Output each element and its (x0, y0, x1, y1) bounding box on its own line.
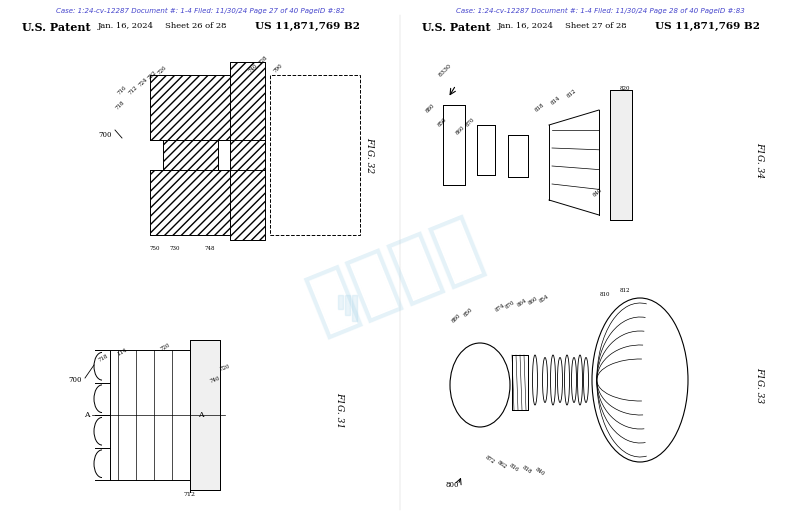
Ellipse shape (533, 355, 538, 405)
Text: 726: 726 (157, 64, 167, 75)
Bar (443, 105, 465, 185)
Bar (345, 295, 350, 315)
Text: 712: 712 (127, 85, 138, 96)
Text: 麦家支持: 麦家支持 (298, 207, 492, 343)
Ellipse shape (578, 355, 582, 405)
Text: 728: 728 (258, 55, 269, 66)
Ellipse shape (565, 355, 570, 405)
Text: 730: 730 (170, 245, 180, 251)
Text: 740: 740 (210, 376, 221, 384)
Bar (508, 135, 528, 177)
Bar (150, 75, 230, 140)
Bar (230, 62, 265, 240)
Text: Case: 1:24-cv-12287 Document #: 1-4 Filed: 11/30/24 Page 28 of 40 PageID #:83: Case: 1:24-cv-12287 Document #: 1-4 File… (456, 8, 744, 14)
Text: 860: 860 (454, 124, 466, 136)
Text: 810: 810 (600, 292, 610, 297)
Text: 880: 880 (450, 313, 462, 323)
Text: 818: 818 (522, 465, 533, 475)
Text: 718: 718 (114, 99, 126, 110)
Ellipse shape (583, 358, 589, 402)
Bar (150, 170, 230, 235)
Text: 870: 870 (504, 300, 516, 310)
Text: 720: 720 (159, 342, 170, 352)
Bar (610, 90, 632, 220)
Text: 870: 870 (465, 116, 475, 127)
Text: 880: 880 (425, 102, 435, 113)
Text: 812: 812 (620, 288, 630, 292)
Text: 840: 840 (592, 187, 604, 197)
Ellipse shape (558, 358, 562, 402)
Bar (512, 355, 528, 410)
Bar (338, 295, 343, 309)
Bar (477, 125, 495, 175)
Text: 748: 748 (205, 245, 215, 251)
Text: 820: 820 (620, 85, 630, 90)
Text: 790: 790 (273, 62, 283, 73)
Text: 872: 872 (484, 455, 496, 465)
Text: Sheet 27 of 28: Sheet 27 of 28 (565, 22, 626, 30)
Text: 862: 862 (496, 460, 508, 470)
Text: F1G. 33: F1G. 33 (755, 367, 765, 403)
Text: 722: 722 (146, 70, 158, 81)
Bar (150, 170, 230, 235)
Bar (230, 62, 265, 240)
Text: 864: 864 (516, 298, 528, 308)
Ellipse shape (571, 358, 577, 402)
Bar (163, 140, 218, 170)
Bar (190, 340, 220, 490)
Text: 850: 850 (462, 306, 474, 318)
Text: 854: 854 (538, 294, 550, 304)
Bar (190, 340, 220, 490)
Text: 724: 724 (138, 76, 149, 87)
Bar (508, 135, 528, 177)
Text: 874: 874 (494, 303, 506, 313)
Text: Sheet 26 of 28: Sheet 26 of 28 (165, 22, 226, 30)
Text: 700: 700 (98, 131, 112, 139)
Text: 840: 840 (534, 467, 546, 477)
Text: 114: 114 (116, 347, 128, 357)
Text: 716: 716 (117, 85, 127, 96)
Text: 812: 812 (566, 88, 578, 98)
Bar (477, 125, 495, 175)
Text: 860: 860 (527, 296, 538, 306)
Text: U.S. Patent: U.S. Patent (22, 22, 90, 33)
Text: Case: 1:24-cv-12287 Document #: 1-4 Filed: 11/30/24 Page 27 of 40 PageID #:82: Case: 1:24-cv-12287 Document #: 1-4 File… (56, 8, 344, 14)
Text: F1G. 34: F1G. 34 (755, 142, 765, 178)
Text: 800: 800 (446, 481, 458, 489)
Bar (163, 140, 218, 170)
Text: 740: 740 (247, 62, 258, 73)
Text: 750: 750 (150, 245, 160, 251)
Bar (610, 90, 632, 220)
Text: F1G. 32: F1G. 32 (366, 137, 374, 173)
Text: F1G. 31: F1G. 31 (335, 392, 345, 428)
Bar (352, 295, 357, 321)
Text: US 11,871,769 B2: US 11,871,769 B2 (655, 22, 760, 31)
Ellipse shape (592, 298, 688, 462)
Text: 712: 712 (184, 492, 196, 498)
Text: US 11,871,769 B2: US 11,871,769 B2 (255, 22, 360, 31)
Text: A: A (85, 411, 90, 419)
Text: 818: 818 (534, 102, 546, 112)
Text: 814: 814 (550, 95, 562, 105)
Bar (270, 75, 360, 235)
Ellipse shape (450, 343, 510, 427)
Bar (512, 355, 528, 410)
Text: 850: 850 (437, 116, 447, 127)
Ellipse shape (542, 358, 547, 402)
Text: 718: 718 (98, 353, 109, 363)
Bar (150, 75, 230, 140)
Text: 816: 816 (508, 463, 520, 473)
Text: 720: 720 (219, 364, 230, 372)
Ellipse shape (550, 355, 555, 405)
Text: Jan. 16, 2024: Jan. 16, 2024 (498, 22, 554, 30)
Text: 8330: 8330 (438, 62, 453, 77)
Text: Jan. 16, 2024: Jan. 16, 2024 (98, 22, 154, 30)
Text: U.S. Patent: U.S. Patent (422, 22, 490, 33)
Text: A: A (198, 411, 203, 419)
Text: 700: 700 (68, 376, 82, 384)
Bar (443, 105, 465, 185)
